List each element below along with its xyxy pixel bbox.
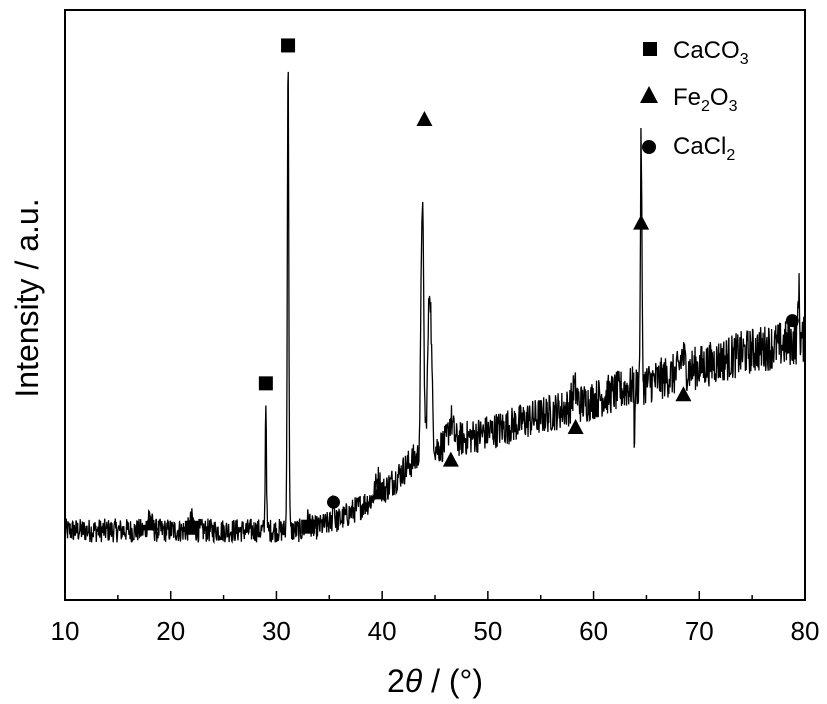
x-tick-label: 20 — [156, 616, 185, 646]
caco3-square-marker — [281, 38, 296, 53]
x-tick-label: 80 — [791, 616, 820, 646]
legend: CaCO3 Fe2O3 CaCl2 — [640, 37, 749, 164]
fe2o3-triangle-marker — [370, 484, 387, 500]
x-tick-label: 70 — [685, 616, 714, 646]
caco3-square-marker — [184, 520, 199, 535]
fe2o3-triangle-marker — [675, 386, 692, 402]
fe2o3-triangle-marker — [567, 418, 584, 434]
legend-label-caco3: CaCO3 — [673, 37, 749, 68]
x-tick-label: 10 — [51, 616, 80, 646]
x-tick-label: 60 — [579, 616, 608, 646]
y-axis-title: Intensity / a.u. — [9, 198, 45, 397]
legend-triangle-icon — [640, 86, 658, 103]
legend-item-cacl2: CaCl2 — [642, 133, 735, 164]
caco3-square-marker — [301, 519, 316, 534]
x-axis-title-prefix: 2 — [387, 663, 405, 699]
xrd-pattern-line — [64, 71, 806, 545]
legend-label-fe2o3: Fe2O3 — [673, 84, 738, 115]
x-axis-title-suffix: / (°) — [422, 663, 483, 699]
cacl2-circle-marker — [327, 495, 341, 509]
x-axis-title-theta: θ — [405, 663, 423, 699]
x-axis-title: 2θ / (°) — [387, 663, 483, 699]
fe2o3-triangle-marker — [633, 214, 650, 230]
legend-item-fe2o3: Fe2O3 — [640, 84, 738, 115]
phase-markers — [142, 38, 799, 535]
legend-item-caco3: CaCO3 — [643, 37, 749, 68]
cacl2-circle-marker — [785, 314, 799, 328]
fe2o3-triangle-marker — [142, 515, 159, 531]
x-tick-label: 40 — [368, 616, 397, 646]
legend-label-cacl2: CaCl2 — [673, 133, 735, 164]
x-tick-label: 30 — [262, 616, 291, 646]
legend-square-icon — [643, 42, 657, 56]
x-axis-tick-labels: 10 20 30 40 50 60 70 80 — [51, 616, 820, 646]
legend-circle-icon — [642, 140, 656, 154]
caco3-square-marker — [258, 376, 273, 391]
x-axis-ticks — [64, 591, 806, 600]
fe2o3-triangle-marker — [416, 111, 433, 127]
x-tick-label: 50 — [473, 616, 502, 646]
series-layer — [64, 71, 806, 545]
fe2o3-triangle-marker — [442, 451, 459, 467]
